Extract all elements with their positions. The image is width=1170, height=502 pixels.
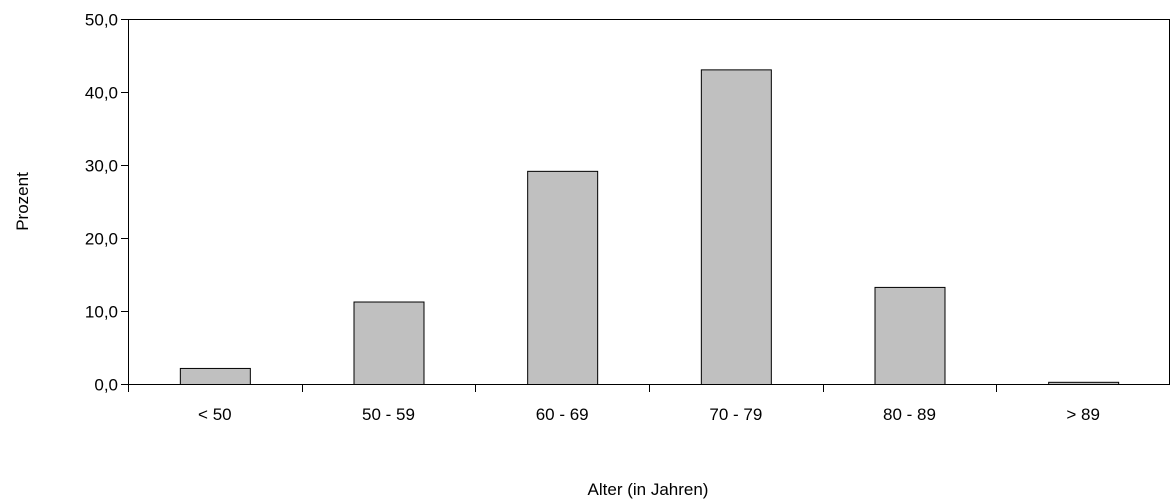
bar [874, 286, 946, 385]
bar [700, 69, 772, 386]
x-axis-ticks: < 50 50 - 59 60 - 69 70 - 79 80 - 89 > 89 [128, 384, 1100, 424]
y-tick-label: 0,0 [94, 376, 118, 395]
bar [353, 301, 425, 386]
y-tick-label: 10,0 [85, 303, 118, 322]
y-tick-label: 50,0 [85, 11, 118, 30]
plot-frame [128, 19, 1170, 385]
bars [179, 69, 1120, 386]
x-tick-label: 80 - 89 [883, 405, 936, 424]
y-axis-ticks: 0,0 10,0 20,0 30,0 40,0 50,0 [85, 11, 128, 395]
x-tick-label: 50 - 59 [362, 405, 415, 424]
x-tick-label: > 89 [1066, 405, 1100, 424]
x-tick-label: < 50 [198, 405, 232, 424]
y-tick-label: 30,0 [85, 157, 118, 176]
x-axis-title: Alter (in Jahren) [588, 480, 709, 499]
x-tick-label: 60 - 69 [536, 405, 589, 424]
bar [527, 170, 599, 385]
x-tick-label: 70 - 79 [709, 405, 762, 424]
y-tick-label: 20,0 [85, 230, 118, 249]
y-tick-label: 40,0 [85, 84, 118, 103]
y-axis-title: Prozent [13, 172, 32, 231]
bar [179, 367, 251, 386]
